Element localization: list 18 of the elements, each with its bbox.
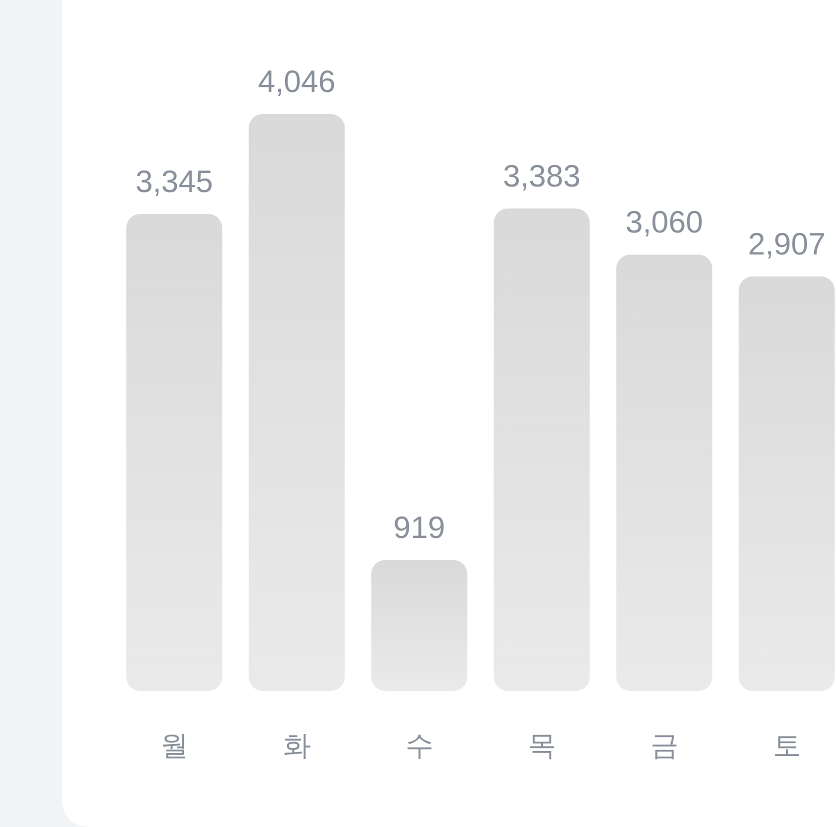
data-label: 2,907 xyxy=(748,226,826,262)
x-tick-label: 목 xyxy=(528,729,556,762)
data-label: 3,345 xyxy=(135,164,214,199)
data-label: 3,383 xyxy=(502,158,581,194)
x-tick-label: 토 xyxy=(772,729,801,762)
bar xyxy=(248,114,345,691)
bar xyxy=(616,254,712,691)
bar xyxy=(371,560,468,691)
x-tick-label: 월 xyxy=(160,729,188,762)
data-label: 4,046 xyxy=(258,64,336,99)
bar xyxy=(494,208,590,691)
x-tick-label: 금 xyxy=(650,729,678,762)
data-label: 3,060 xyxy=(625,204,704,240)
x-tick-label: 화 xyxy=(282,729,311,762)
x-tick-label: 수 xyxy=(405,729,434,762)
bar xyxy=(738,276,835,691)
data-label: 919 xyxy=(393,510,446,545)
bar xyxy=(126,214,222,691)
